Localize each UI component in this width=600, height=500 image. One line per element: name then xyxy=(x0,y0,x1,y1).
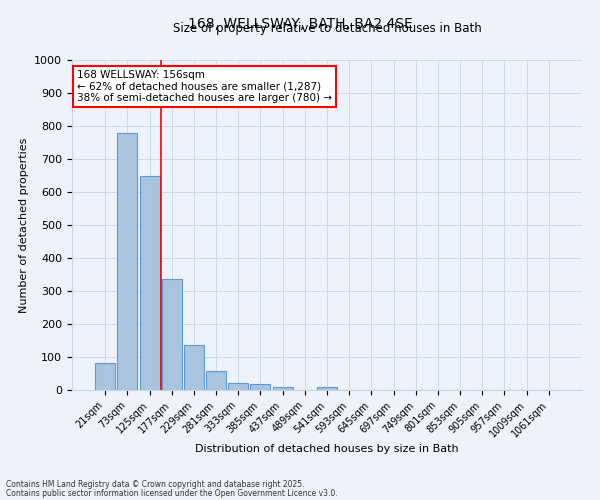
Title: Size of property relative to detached houses in Bath: Size of property relative to detached ho… xyxy=(173,22,481,35)
Y-axis label: Number of detached properties: Number of detached properties xyxy=(19,138,29,312)
X-axis label: Distribution of detached houses by size in Bath: Distribution of detached houses by size … xyxy=(195,444,459,454)
Bar xyxy=(118,132,137,390)
Bar xyxy=(228,382,248,390)
Text: Contains HM Land Registry data © Crown copyright and database right 2025.: Contains HM Land Registry data © Crown c… xyxy=(6,480,305,489)
Bar xyxy=(272,386,293,390)
Bar xyxy=(250,384,271,390)
Text: Contains public sector information licensed under the Open Government Licence v3: Contains public sector information licen… xyxy=(6,488,338,498)
Bar xyxy=(317,386,337,390)
Bar xyxy=(184,346,204,390)
Text: 168, WELLSWAY, BATH, BA2 4SE: 168, WELLSWAY, BATH, BA2 4SE xyxy=(188,18,412,32)
Bar xyxy=(206,371,226,390)
Bar xyxy=(95,362,115,390)
Bar xyxy=(162,280,182,390)
Bar xyxy=(140,176,160,390)
Text: 168 WELLSWAY: 156sqm
← 62% of detached houses are smaller (1,287)
38% of semi-de: 168 WELLSWAY: 156sqm ← 62% of detached h… xyxy=(77,70,332,103)
